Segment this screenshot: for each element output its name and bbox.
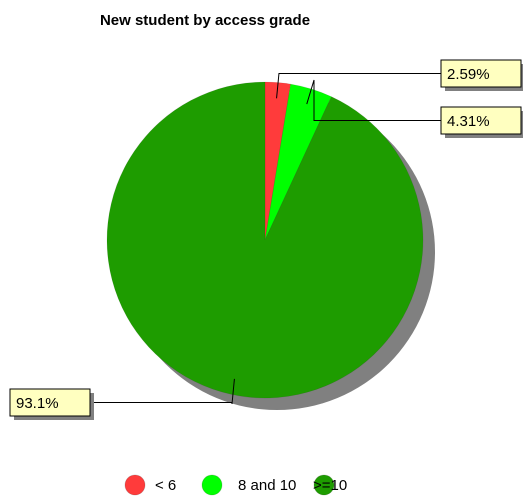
- slice-label: 4.31%: [306, 79, 523, 138]
- legend-label: >=10: [313, 477, 347, 494]
- chart-title: New student by access grade: [100, 12, 310, 29]
- slice-label-text: 4.31%: [447, 113, 490, 130]
- legend-label: 8 and 10: [238, 477, 296, 494]
- slice-label: 2.59%: [276, 59, 523, 99]
- legend: < 6 8 and 10 >=10: [124, 474, 347, 496]
- legend-item: >=10: [313, 474, 347, 496]
- slice-label: 93.1%: [9, 378, 235, 420]
- pie-slice: [106, 81, 424, 399]
- legend-swatch: [313, 474, 335, 496]
- label-box: [9, 388, 91, 417]
- label-box: [440, 59, 522, 88]
- label-leader-line: [306, 79, 441, 121]
- label-leader-line: [276, 72, 441, 99]
- slice-label-text: 2.59%: [447, 66, 490, 83]
- slice-label-text: 93.1%: [16, 395, 59, 412]
- legend-item: < 6: [124, 474, 176, 496]
- label-box: [440, 106, 522, 135]
- pie-slices: [106, 81, 424, 399]
- legend-item: 8 and 10: [201, 474, 296, 496]
- legend-swatch: [124, 474, 146, 496]
- legend-swatch: [201, 474, 223, 496]
- label-leader-line: [90, 378, 235, 405]
- legend-label: < 6: [155, 477, 176, 494]
- slice-labels: 2.59% 4.31% 93.1%: [9, 59, 523, 420]
